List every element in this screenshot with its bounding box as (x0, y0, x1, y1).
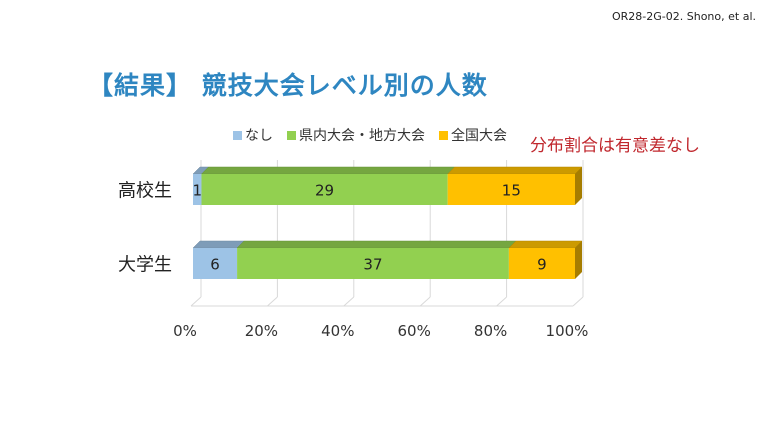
data-label: 15 (502, 182, 521, 200)
x-tick-label: 0% (173, 322, 197, 340)
data-label: 37 (363, 256, 382, 274)
gridline-floor (496, 296, 507, 307)
legend-swatch (439, 131, 448, 140)
slide-title: 【結果】 競技大会レベル別の人数 (88, 71, 488, 100)
legend-label: 全国大会 (451, 127, 507, 144)
data-label: 1 (192, 182, 202, 200)
data-label: 9 (537, 256, 547, 274)
legend-label: 県内大会・地方大会 (299, 128, 425, 144)
bar-segment (447, 174, 575, 205)
bar-top-face (200, 166, 456, 175)
bar-segment (201, 174, 448, 205)
x-tick-label: 20% (245, 322, 278, 340)
x-tick-label: 60% (398, 322, 431, 340)
bar-top-face (508, 240, 583, 249)
bar-segment (193, 174, 202, 205)
slide-reference: OR28-2G-02. Shono, et al. (612, 10, 756, 23)
bar-top-face (192, 240, 245, 249)
bar-end-face (575, 241, 582, 279)
data-label: 29 (315, 182, 334, 200)
category-label: 大学生 (118, 255, 172, 276)
bar-top-face (236, 240, 517, 249)
data-label: 6 (210, 256, 220, 274)
legend-swatch (287, 131, 296, 140)
bar-top-face (447, 166, 583, 175)
gridline-floor (419, 296, 431, 307)
gridline-floor (343, 296, 355, 307)
x-tick-label: 100% (546, 322, 589, 340)
legend-label: なし (245, 128, 273, 144)
gridline-floor (190, 296, 202, 307)
x-tick-label: 40% (321, 322, 354, 340)
bar-segment (193, 248, 238, 279)
legend-swatch (233, 131, 242, 140)
category-label: 高校生 (118, 181, 172, 202)
bar-end-face (575, 167, 582, 205)
gridline-floor (572, 296, 584, 307)
significance-note: 分布割合は有意差なし (530, 136, 700, 156)
bar-segment (237, 248, 509, 279)
x-tick-label: 80% (474, 322, 507, 340)
bar-segment (508, 248, 575, 279)
gridline-floor (267, 296, 278, 307)
